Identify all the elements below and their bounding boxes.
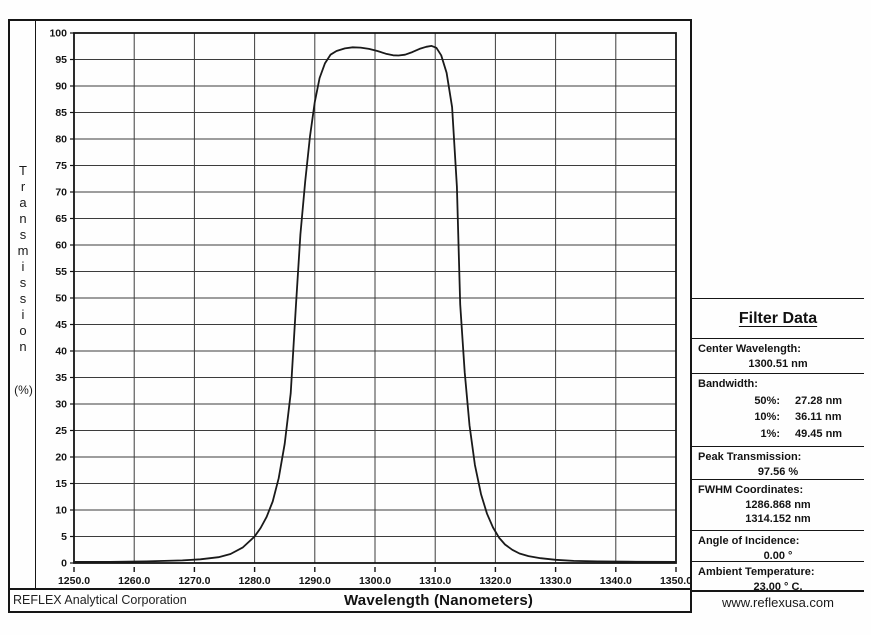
bandwidth-row-1: 1%: 49.45 nm (698, 428, 858, 440)
center-wavelength-label: Center Wavelength: (698, 343, 801, 355)
svg-text:70: 70 (55, 187, 67, 199)
filter-data-title-section: Filter Data (692, 298, 864, 338)
x-axis-title: Wavelength (Nanometers) (344, 592, 534, 609)
svg-text:1350.0: 1350.0 (660, 575, 692, 587)
svg-text:0: 0 (61, 558, 67, 570)
svg-text:50: 50 (55, 293, 67, 305)
svg-text:75: 75 (55, 160, 67, 172)
svg-text:1260.0: 1260.0 (118, 575, 150, 587)
bandwidth-row-50: 50%: 27.28 nm (698, 395, 858, 407)
svg-text:80: 80 (55, 134, 67, 146)
filter-data-title: Filter Data (738, 310, 818, 327)
svg-text:5: 5 (61, 531, 67, 543)
svg-text:1270.0: 1270.0 (178, 575, 210, 587)
svg-text:55: 55 (55, 266, 67, 278)
svg-text:15: 15 (55, 478, 67, 490)
angle-of-incidence-label: Angle of Incidence: (698, 535, 800, 547)
bandwidth-1-value: 49.45 nm (795, 427, 843, 440)
svg-text:1320.0: 1320.0 (479, 575, 511, 587)
fwhm-label: FWHM Coordinates: (698, 484, 804, 496)
angle-of-incidence-section: Angle of Incidence: 0.00 ° (692, 530, 864, 562)
bandwidth-10-value: 36.11 nm (795, 411, 842, 423)
svg-text:1290.0: 1290.0 (299, 575, 331, 587)
svg-text:10: 10 (55, 505, 67, 517)
bandwidth-label: Bandwidth: (698, 378, 758, 390)
center-wavelength-value: 1300.51 nm (748, 358, 808, 370)
svg-text:100: 100 (49, 28, 67, 40)
svg-text:20: 20 (55, 452, 67, 464)
ambient-temperature-section: Ambient Temperature: 23.00 ° C. (692, 561, 864, 593)
ambient-temperature-label: Ambient Temperature: (698, 566, 815, 578)
svg-text:1340.0: 1340.0 (600, 575, 632, 587)
bandwidth-section: Bandwidth: 50%: 27.28 nm 10%: 36.11 nm 1… (692, 373, 864, 446)
svg-text:95: 95 (55, 54, 67, 66)
fwhm-section: FWHM Coordinates: 1286.868 nm 1314.152 n… (692, 479, 864, 530)
footer-strip: REFLEX Analytical Corporation Wavelength… (8, 588, 690, 613)
svg-text:1330.0: 1330.0 (540, 575, 572, 587)
svg-text:60: 60 (55, 240, 67, 252)
svg-text:1300.0: 1300.0 (359, 575, 391, 587)
y-axis-unit: (%) (14, 383, 33, 397)
peak-transmission-section: Peak Transmission: 97.56 % (692, 446, 864, 479)
fwhm-value-upper: 1314.152 nm (745, 513, 811, 525)
svg-text:45: 45 (55, 319, 67, 331)
svg-text:1280.0: 1280.0 (239, 575, 271, 587)
svg-text:85: 85 (55, 107, 67, 119)
angle-of-incidence-value: 0.00 ° (763, 550, 793, 562)
center-wavelength-section: Center Wavelength: 1300.51 nm (692, 338, 864, 373)
bandwidth-row-10: 10%: 36.11 nm (698, 411, 858, 423)
svg-text:30: 30 (55, 399, 67, 411)
peak-transmission-value: 97.56 % (757, 466, 799, 478)
svg-text:25: 25 (55, 425, 67, 437)
bandwidth-1-label: 1%: (760, 427, 780, 440)
ambient-temperature-value: 23.00 ° C. (753, 581, 803, 593)
bandwidth-50-value: 27.28 nm (795, 394, 843, 407)
svg-text:40: 40 (55, 346, 67, 358)
company-label: REFLEX Analytical Corporation (13, 593, 187, 607)
svg-text:65: 65 (55, 213, 67, 225)
transmission-plot: 1250.0 1260.0 1270.0 1280.0 1290.0 1300.0 1310… (49, 28, 692, 588)
bandwidth-50-label: 50%: (754, 394, 780, 407)
peak-transmission-label: Peak Transmission: (698, 451, 802, 463)
svg-text:1310.0: 1310.0 (419, 575, 451, 587)
bandwidth-10-label: 10%: (754, 411, 780, 423)
filter-data-panel: Filter Data Center Wavelength: 1300.51 n… (690, 19, 864, 613)
website-label: www.reflexusa.com (692, 590, 864, 613)
svg-text:35: 35 (55, 372, 67, 384)
svg-text:1250.0: 1250.0 (58, 575, 90, 587)
empty-header-box (692, 19, 864, 298)
fwhm-value-lower: 1286.868 nm (745, 498, 811, 511)
svg-text:90: 90 (55, 81, 67, 93)
